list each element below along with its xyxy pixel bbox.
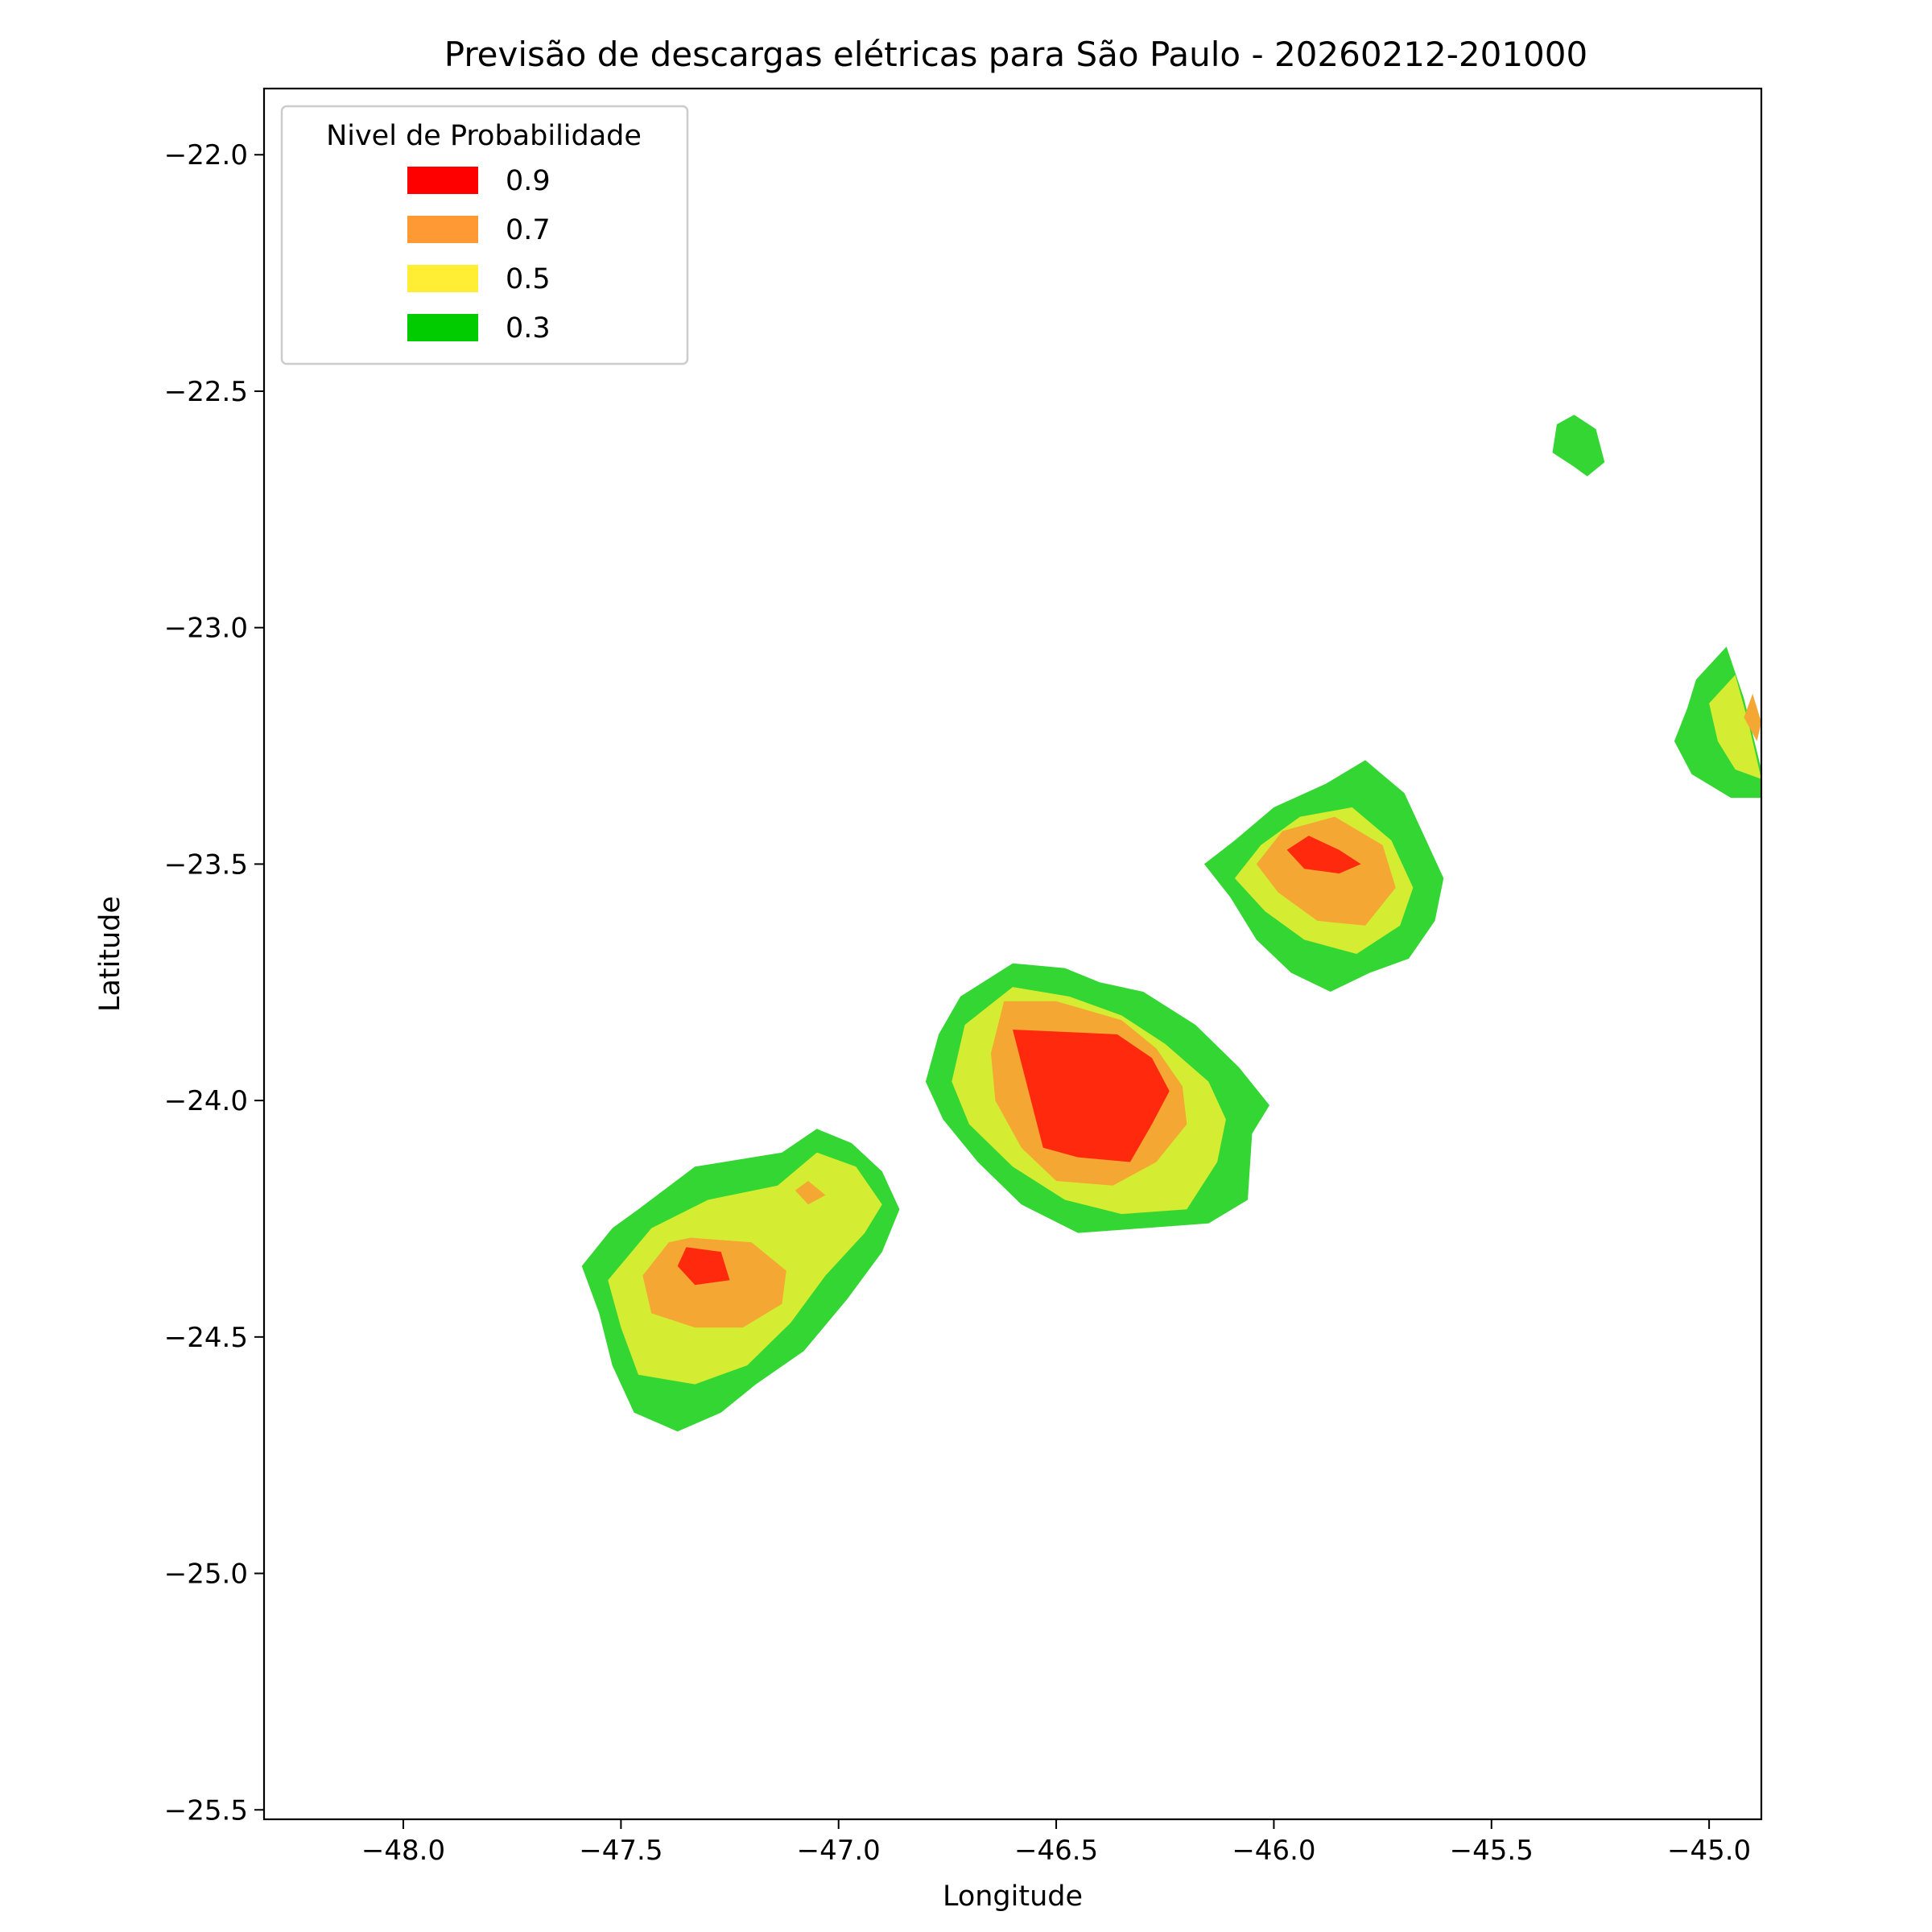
contour-region-07-3 bbox=[795, 1181, 826, 1205]
x-tick-label: −45.0 bbox=[1667, 1835, 1751, 1867]
contour-region-09-12 bbox=[1286, 836, 1361, 874]
y-tick-label: −22.5 bbox=[164, 376, 248, 408]
x-tick-label: −46.0 bbox=[1232, 1835, 1315, 1867]
contour-region-07-2 bbox=[642, 1237, 786, 1328]
legend-label: 0.5 bbox=[506, 263, 551, 295]
x-axis-label: Longitude bbox=[943, 1880, 1083, 1913]
contour-region-07-16 bbox=[1744, 693, 1761, 741]
legend-swatch bbox=[407, 314, 478, 341]
y-tick-label: −22.0 bbox=[164, 139, 248, 171]
y-tick-label: −24.5 bbox=[164, 1322, 248, 1354]
plot-frame bbox=[262, 87, 1763, 1821]
legend-swatch bbox=[407, 167, 478, 194]
y-tick-label: −24.0 bbox=[164, 1085, 248, 1117]
x-axis: −48.0 −47.5 −47.0 −46.5 −46.0 −45.5 −45.0 bbox=[361, 1819, 1751, 1867]
y-tick-label: −25.5 bbox=[164, 1794, 248, 1827]
legend: Nivel de Probabilidade 0.9 0.7 0.5 0.3 bbox=[280, 105, 689, 365]
y-tick-label: −23.5 bbox=[164, 848, 248, 881]
legend-label: 0.9 bbox=[506, 165, 551, 197]
contour-region-09-4 bbox=[677, 1247, 730, 1286]
plot-area bbox=[262, 87, 1763, 1821]
y-tick-label: −25.0 bbox=[164, 1558, 248, 1591]
y-tick-label: −23.0 bbox=[164, 613, 248, 645]
legend-label: 0.7 bbox=[506, 214, 551, 246]
chart-title: Previsão de descargas elétricas para São… bbox=[444, 35, 1587, 74]
contour-region-09-8 bbox=[1013, 1030, 1170, 1162]
legend-entries: 0.9 0.7 0.5 0.3 bbox=[407, 165, 551, 345]
x-tick-label: −48.0 bbox=[361, 1835, 445, 1867]
legend-swatch bbox=[407, 265, 478, 292]
legend-swatch bbox=[407, 216, 478, 243]
contour-regions bbox=[581, 415, 1761, 1432]
legend-box bbox=[280, 105, 689, 365]
legend-title: Nivel de Probabilidade bbox=[326, 120, 642, 152]
contour-region-05-15 bbox=[1709, 675, 1761, 779]
legend-label: 0.3 bbox=[506, 312, 551, 345]
contour-region-03-13 bbox=[1552, 415, 1605, 477]
x-tick-label: −46.5 bbox=[1014, 1835, 1098, 1867]
y-axis: −22.0 −22.5 −23.0 −23.5 −24.0 −24.5 −25.0 −25.5 bbox=[164, 139, 264, 1827]
plot-background bbox=[264, 89, 1761, 1819]
x-tick-label: −45.5 bbox=[1450, 1835, 1534, 1867]
x-tick-label: −47.5 bbox=[579, 1835, 663, 1867]
x-tick-label: −47.0 bbox=[797, 1835, 881, 1867]
y-axis-label: Latitude bbox=[94, 896, 126, 1012]
